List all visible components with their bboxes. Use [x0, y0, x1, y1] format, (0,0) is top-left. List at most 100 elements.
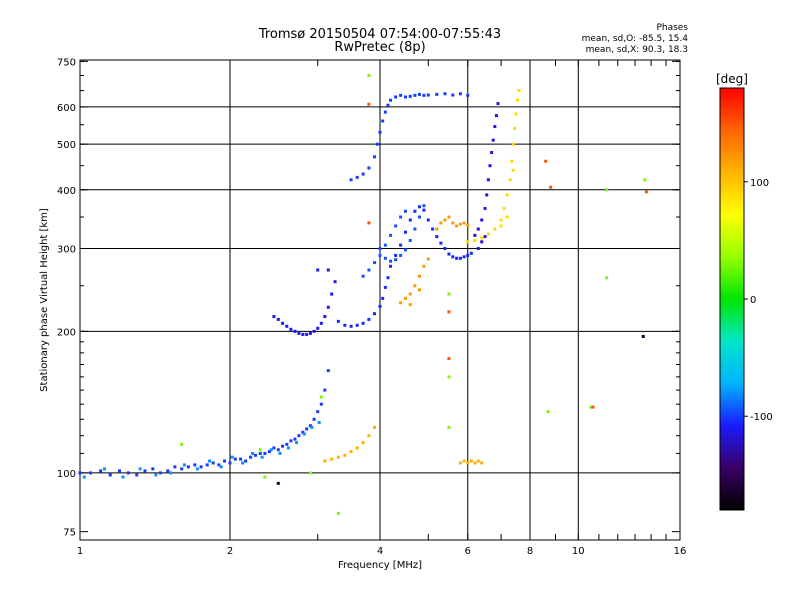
data-point — [476, 459, 480, 463]
data-point — [466, 93, 470, 97]
x-tick-label: 6 — [465, 546, 471, 557]
data-point — [173, 465, 177, 469]
data-point — [422, 208, 426, 212]
data-point — [241, 461, 245, 465]
data-point — [239, 457, 243, 461]
data-point — [451, 255, 455, 259]
data-point — [103, 467, 107, 471]
data-point — [443, 247, 447, 251]
data-point — [276, 481, 280, 485]
data-point — [333, 280, 337, 284]
data-point — [180, 442, 184, 446]
data-point — [89, 471, 93, 475]
data-point — [244, 459, 248, 463]
data-point — [515, 98, 519, 102]
x-tick-label: 1 — [77, 546, 83, 557]
data-point — [383, 110, 387, 114]
data-point — [367, 434, 371, 438]
data-point — [367, 73, 371, 77]
data-point — [591, 405, 595, 409]
data-point — [117, 469, 121, 473]
data-point — [336, 511, 340, 515]
data-point — [286, 446, 290, 450]
data-point — [361, 321, 365, 325]
data-point — [312, 417, 316, 421]
data-point — [330, 457, 334, 461]
data-point — [408, 238, 412, 242]
data-point — [126, 471, 130, 475]
data-point — [373, 425, 377, 429]
data-point — [403, 95, 407, 99]
y-tick-label: 300 — [57, 245, 76, 256]
y-tick-label: 75 — [63, 528, 76, 539]
data-point — [99, 469, 103, 473]
data-point — [158, 471, 162, 475]
data-point — [458, 92, 462, 96]
data-point — [605, 188, 609, 192]
data-point — [394, 95, 398, 99]
y-tick-label: 500 — [57, 140, 76, 151]
data-point — [349, 178, 353, 182]
data-point — [447, 215, 451, 219]
data-point — [486, 232, 490, 236]
data-point — [491, 138, 495, 142]
data-point — [417, 215, 421, 219]
data-point — [389, 264, 393, 268]
data-point — [447, 375, 451, 379]
data-point — [276, 317, 280, 321]
data-point — [281, 444, 285, 448]
data-point — [403, 230, 407, 234]
stats-x-mode: mean, sd,X: 90.3, 18.3 — [585, 45, 688, 55]
stats-o-mode: mean, sd,O: -85.5, 15.4 — [581, 34, 688, 44]
data-point — [182, 463, 186, 467]
data-point — [297, 434, 301, 438]
data-point — [480, 240, 484, 244]
data-point — [305, 427, 309, 431]
data-point — [476, 227, 480, 231]
data-point — [228, 461, 232, 465]
data-point — [426, 218, 430, 222]
data-point — [517, 89, 521, 93]
data-point — [511, 142, 515, 146]
data-point — [605, 276, 609, 280]
data-point — [301, 430, 305, 434]
colorbar — [719, 87, 745, 511]
data-point — [260, 455, 264, 459]
data-point — [408, 292, 412, 296]
data-point — [462, 221, 466, 225]
data-point — [447, 252, 451, 256]
data-point — [513, 126, 517, 130]
data-point — [251, 451, 255, 455]
x-tick-label: 16 — [674, 546, 687, 557]
data-point — [493, 125, 497, 129]
data-point — [511, 168, 515, 172]
data-point — [408, 303, 412, 307]
data-point — [413, 93, 417, 97]
data-point — [469, 251, 473, 255]
data-point — [426, 93, 430, 97]
colorbar-tick-label: 0 — [750, 295, 756, 306]
data-point — [233, 457, 237, 461]
data-point — [312, 329, 316, 333]
data-point — [394, 253, 398, 257]
data-point — [422, 93, 426, 97]
data-point — [455, 256, 459, 260]
y-tick-label: 100 — [57, 469, 76, 480]
data-point — [486, 178, 490, 182]
data-point — [510, 159, 514, 163]
data-point — [355, 446, 359, 450]
data-point — [399, 93, 403, 97]
data-point — [473, 461, 477, 465]
data-point — [258, 451, 262, 455]
data-point — [336, 319, 340, 323]
data-point — [355, 323, 359, 327]
data-point — [310, 425, 314, 429]
data-point — [316, 268, 320, 272]
data-point — [323, 459, 327, 463]
data-point — [455, 224, 459, 228]
x-tick-label: 2 — [227, 546, 233, 557]
data-point — [195, 467, 199, 471]
data-point — [343, 323, 347, 327]
